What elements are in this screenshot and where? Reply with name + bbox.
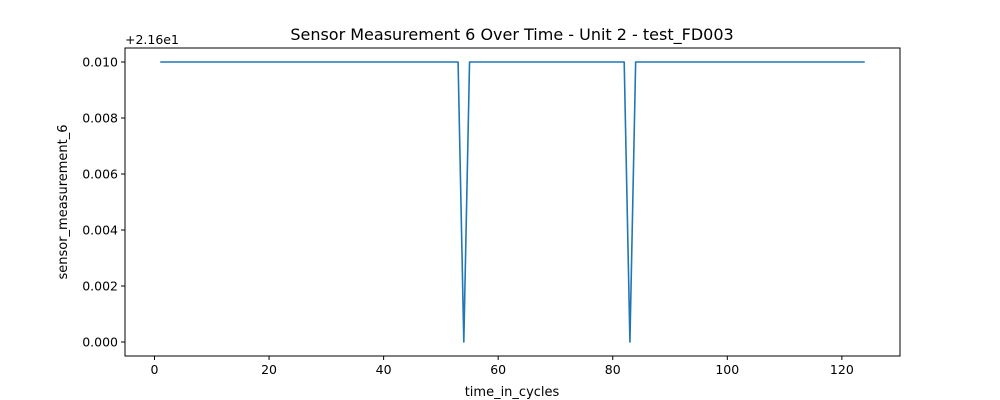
- y-tick-label: 0.008: [82, 111, 118, 126]
- x-tick-label: 0: [151, 362, 159, 377]
- y-tick-label: 0.010: [82, 55, 118, 70]
- y-axis-label: sensor_measurement_6: [56, 124, 71, 279]
- series-layer: [160, 61, 865, 343]
- x-axis-label: time_in_cycles: [465, 385, 560, 400]
- x-tick-label: 20: [261, 362, 277, 377]
- y-tick-label: 0.002: [82, 279, 118, 294]
- y-offset-label: +2.16e1: [125, 32, 179, 47]
- y-tick-label: 0.000: [82, 335, 118, 350]
- x-tick-label: 120: [830, 362, 854, 377]
- x-tick-label: 80: [605, 362, 621, 377]
- plot-frame: [124, 47, 901, 357]
- x-tick-label: 40: [376, 362, 392, 377]
- y-tick-label: 0.006: [82, 167, 118, 182]
- y-tick-label: 0.004: [82, 223, 118, 238]
- x-axis: 0 20 40 60 80 100 120: [151, 356, 854, 377]
- plot-area: [125, 48, 900, 356]
- x-tick-label: 60: [490, 362, 506, 377]
- series-line-0: [160, 61, 865, 343]
- chart-title: Sensor Measurement 6 Over Time - Unit 2 …: [290, 25, 733, 45]
- x-tick-label: 100: [715, 362, 739, 377]
- y-axis: 0.000 0.002 0.004 0.006 0.008 0.010: [82, 55, 125, 350]
